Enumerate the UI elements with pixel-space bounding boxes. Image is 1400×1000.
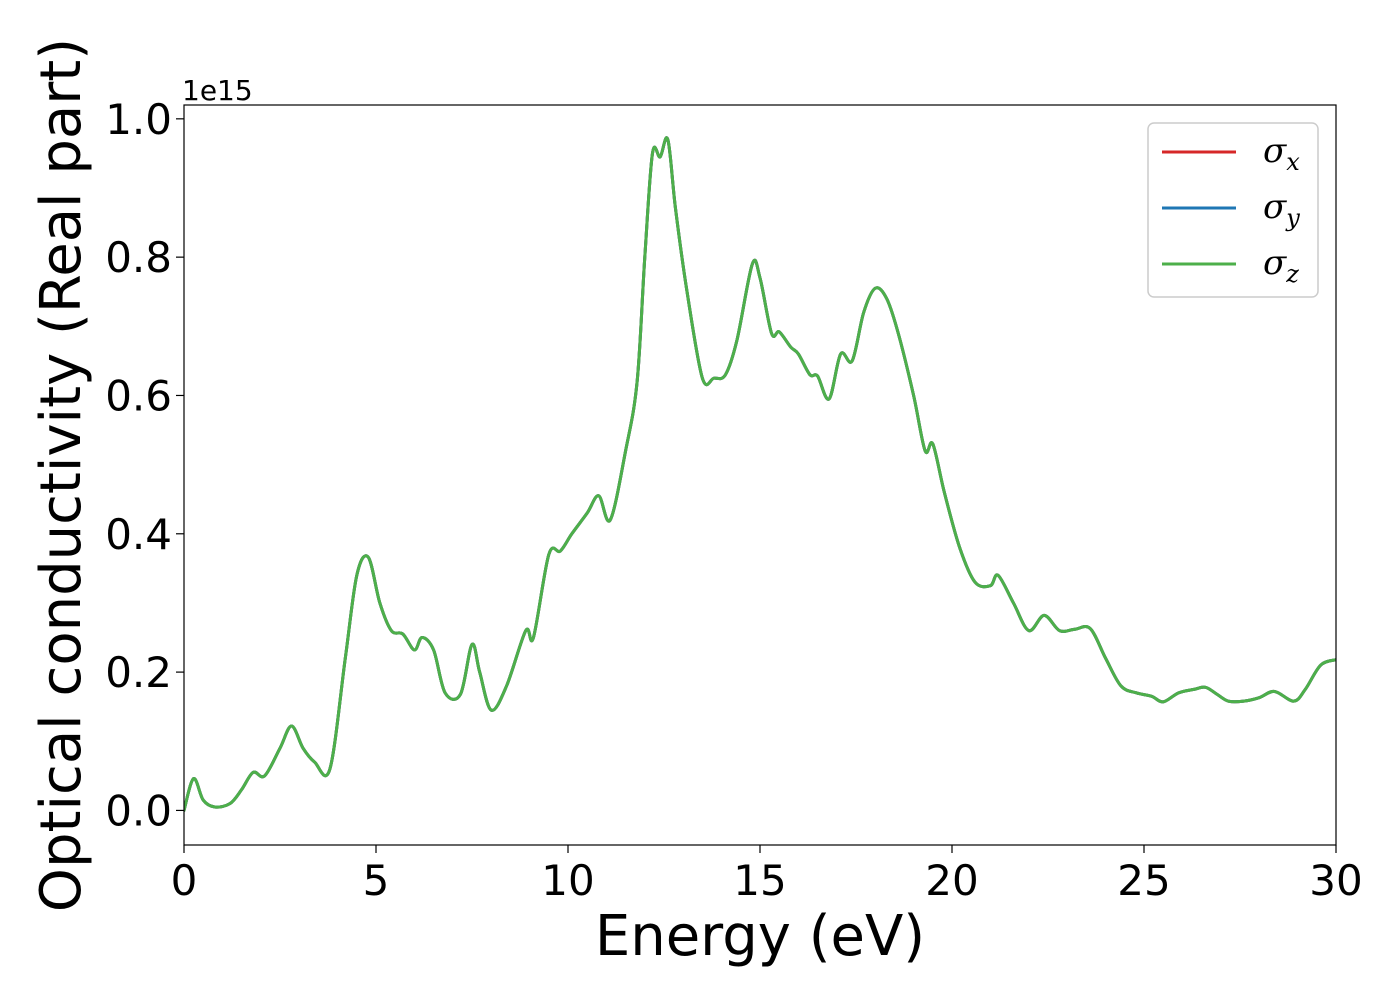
y-tick-label: 0.4 — [105, 510, 172, 559]
x-tick-label: 20 — [925, 856, 978, 905]
y-tick-label: 0.0 — [105, 786, 172, 835]
series-layer — [184, 136, 1336, 812]
y-axis-label: Optical conductivity (Real part) — [29, 38, 94, 912]
y-axis-ticks: 0.0 0.2 0.4 0.6 0.8 1.0 — [105, 95, 184, 835]
x-axis-label: Energy (eV) — [595, 904, 925, 969]
y-tick-label: 0.6 — [105, 371, 172, 420]
x-tick-label: 15 — [733, 856, 786, 905]
y-tick-label: 0.8 — [105, 233, 172, 282]
legend-box — [1147, 122, 1319, 298]
y-tick-label: 0.2 — [105, 648, 172, 697]
x-tick-label: 25 — [1117, 856, 1170, 905]
y-offset-label: 1e15 — [182, 74, 253, 107]
legend-label-y: σy — [1263, 187, 1300, 232]
x-tick-label: 30 — [1309, 856, 1362, 905]
series-line-z — [184, 136, 1336, 812]
legend-label-x: σx — [1263, 131, 1300, 176]
legend: σx σy σz — [1147, 122, 1319, 298]
plot-background — [184, 105, 1336, 845]
legend-label-z: σz — [1263, 243, 1299, 288]
y-tick-label: 1.0 — [105, 95, 172, 144]
x-tick-label: 5 — [363, 856, 390, 905]
x-tick-label: 10 — [541, 856, 594, 905]
legend-items: σx σy σz — [1162, 131, 1300, 288]
x-tick-label: 0 — [171, 856, 198, 905]
x-axis-ticks: 0 5 10 15 20 25 30 — [171, 845, 1363, 905]
